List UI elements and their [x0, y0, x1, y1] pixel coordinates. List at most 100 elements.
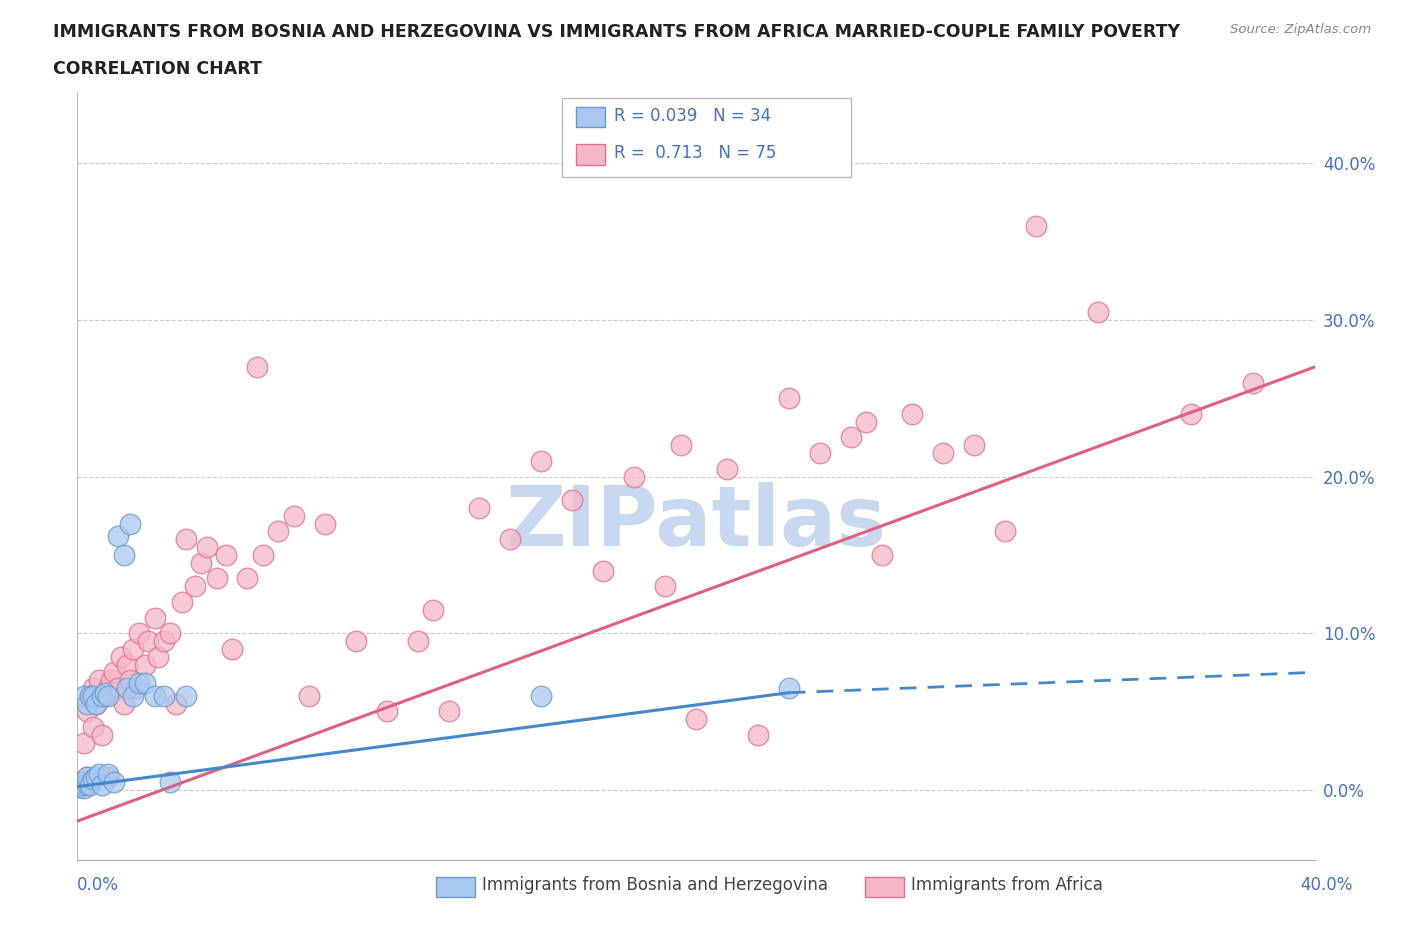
Point	[932, 445, 955, 460]
Point	[159, 775, 181, 790]
Point	[103, 775, 125, 790]
Point	[344, 633, 367, 648]
Point	[107, 681, 129, 696]
Point	[97, 770, 120, 785]
Point	[97, 688, 120, 703]
Point	[437, 704, 460, 719]
Text: R = 0.039   N = 34: R = 0.039 N = 34	[614, 107, 772, 126]
Point	[1241, 375, 1264, 390]
Point	[808, 445, 831, 460]
Point	[125, 681, 148, 696]
Point	[76, 697, 98, 711]
Point	[252, 548, 274, 563]
Point	[499, 532, 522, 547]
Text: CORRELATION CHART: CORRELATION CHART	[53, 60, 263, 78]
Point	[901, 406, 924, 421]
Text: R =  0.713   N = 75: R = 0.713 N = 75	[614, 144, 776, 163]
Point	[778, 391, 800, 405]
Point	[195, 539, 218, 554]
Text: Immigrants from Africa: Immigrants from Africa	[911, 876, 1102, 895]
Point	[267, 524, 290, 538]
Point	[82, 688, 104, 703]
Point	[174, 688, 197, 703]
Point	[94, 688, 117, 703]
Point	[747, 727, 769, 742]
Point	[839, 430, 862, 445]
Point	[112, 548, 135, 563]
Point	[72, 777, 94, 792]
Point	[79, 688, 101, 703]
Point	[97, 766, 120, 781]
Point	[87, 672, 110, 687]
Point	[685, 711, 707, 726]
Point	[143, 688, 166, 703]
Text: 40.0%: 40.0%	[1301, 876, 1353, 895]
Point	[72, 736, 94, 751]
Point	[205, 571, 228, 586]
Point	[246, 360, 269, 375]
Point	[165, 697, 187, 711]
Point	[592, 564, 614, 578]
Point	[91, 688, 114, 703]
Point	[72, 688, 94, 703]
Point	[855, 415, 877, 430]
Point	[716, 461, 738, 476]
Point	[76, 776, 98, 790]
Point	[1025, 219, 1047, 233]
Point	[91, 777, 114, 792]
Point	[134, 676, 156, 691]
Point	[994, 524, 1017, 538]
Point	[1180, 406, 1202, 421]
Point	[69, 775, 91, 790]
Point	[153, 633, 176, 648]
Point	[146, 649, 169, 664]
Point	[669, 438, 692, 453]
Point	[530, 454, 553, 469]
Point	[530, 688, 553, 703]
Point	[110, 649, 132, 664]
Point	[122, 642, 145, 657]
Point	[561, 493, 583, 508]
Point	[143, 610, 166, 625]
Point	[298, 688, 321, 703]
Point	[107, 528, 129, 543]
Point	[422, 603, 444, 618]
Point	[84, 697, 107, 711]
Point	[115, 681, 138, 696]
Point	[69, 779, 91, 794]
Point	[221, 642, 243, 657]
Point	[174, 532, 197, 547]
Point	[128, 676, 150, 691]
Point	[283, 509, 305, 524]
Point	[84, 770, 107, 785]
Point	[122, 688, 145, 703]
Point	[69, 779, 91, 794]
Point	[100, 672, 122, 687]
Point	[82, 771, 104, 786]
Text: ZIPatlas: ZIPatlas	[506, 482, 886, 564]
Point	[97, 681, 120, 696]
Point	[94, 685, 117, 700]
Point	[87, 766, 110, 781]
Point	[236, 571, 259, 586]
Point	[654, 578, 676, 593]
Point	[84, 697, 107, 711]
Point	[138, 633, 160, 648]
Point	[72, 775, 94, 790]
Point	[468, 500, 491, 515]
Point	[1087, 305, 1109, 320]
Point	[128, 626, 150, 641]
Point	[76, 770, 98, 785]
Point	[963, 438, 986, 453]
Point	[870, 548, 893, 563]
Text: Immigrants from Bosnia and Herzegovina: Immigrants from Bosnia and Herzegovina	[482, 876, 828, 895]
Point	[406, 633, 429, 648]
Point	[79, 688, 101, 703]
Point	[314, 516, 336, 531]
Point	[215, 548, 238, 563]
Point	[76, 704, 98, 719]
Point	[134, 658, 156, 672]
Point	[76, 770, 98, 785]
Point	[112, 697, 135, 711]
Point	[79, 777, 101, 792]
